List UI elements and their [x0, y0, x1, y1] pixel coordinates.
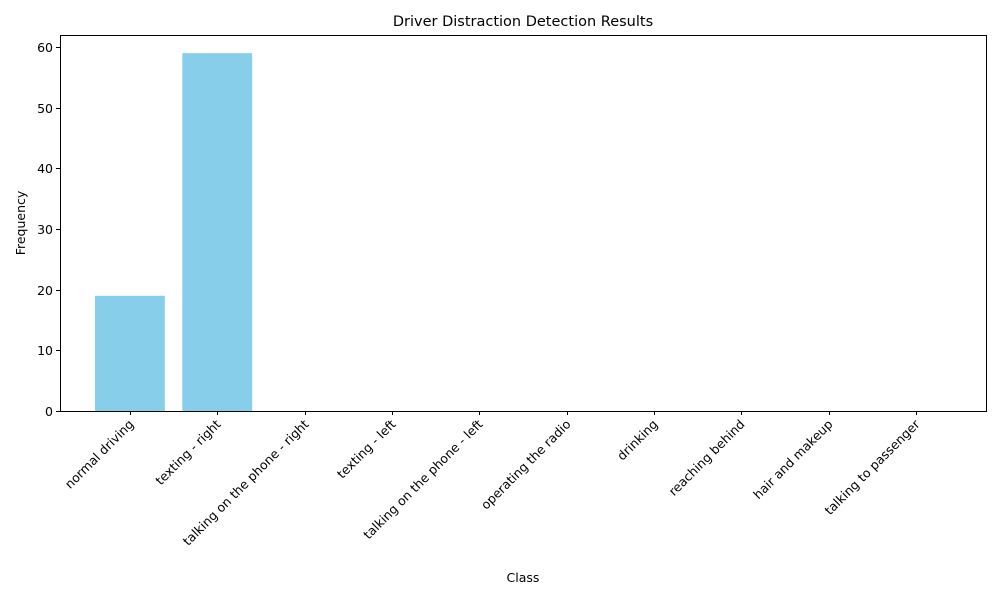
y-tick-label: 60: [37, 40, 53, 55]
x-axis-label: Class: [507, 570, 540, 585]
x-tick-label: normal driving: [62, 417, 137, 492]
bar-1: [94, 295, 165, 411]
ticks-layer: 0 10 20 30 40 50 60 normal driving texting - rig…: [37, 40, 923, 548]
plot-frame: [60, 35, 987, 412]
y-tick-label: 50: [37, 101, 53, 116]
x-tick-label: hair and makeup: [750, 416, 835, 501]
bar-2: [182, 53, 253, 412]
x-tick-label: texting - right: [152, 416, 223, 487]
x-tick-label: drinking: [614, 417, 661, 464]
y-tick-label: 20: [37, 283, 53, 298]
x-tick-label: operating the radio: [478, 417, 574, 513]
bars-layer: [94, 53, 253, 412]
y-axis-label: Frequency: [13, 190, 28, 255]
x-tick-label: reaching behind: [665, 417, 747, 499]
y-tick-label: 10: [37, 343, 53, 358]
x-tick-label: talking to passenger: [821, 416, 923, 518]
y-tick-label: 0: [45, 404, 53, 419]
y-tick-label: 40: [37, 161, 53, 176]
x-tick-label: texting - left: [334, 416, 399, 481]
chart-title: Driver Distraction Detection Results: [393, 14, 653, 30]
y-tick-label: 30: [37, 222, 53, 237]
